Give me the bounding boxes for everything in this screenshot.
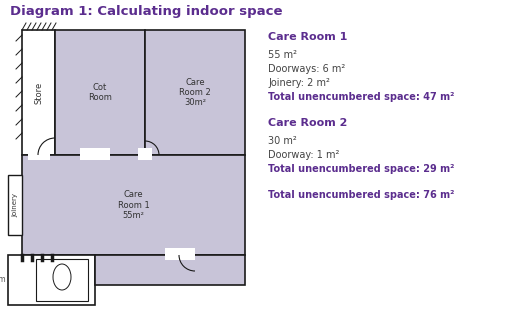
Bar [145, 30, 245, 155]
Text: Joinery: 2 m²: Joinery: 2 m² [268, 78, 330, 88]
Bar [138, 148, 152, 160]
Bar [8, 255, 95, 305]
Text: Cot
Room: Cot Room [88, 83, 112, 102]
Bar [55, 30, 145, 155]
Text: Care Room 1: Care Room 1 [268, 32, 347, 42]
Text: Total unencumbered space: 29 m²: Total unencumbered space: 29 m² [268, 164, 454, 174]
Text: Total unencumbered space: 76 m²: Total unencumbered space: 76 m² [268, 190, 454, 200]
Text: Diagram 1: Calculating indoor space: Diagram 1: Calculating indoor space [10, 5, 282, 18]
Text: Care
Room 2
30m²: Care Room 2 30m² [179, 78, 211, 107]
Bar [8, 175, 22, 235]
Ellipse shape [53, 264, 71, 290]
Text: Total unencumbered space: 47 m²: Total unencumbered space: 47 m² [268, 92, 454, 102]
Text: Joinery: Joinery [12, 193, 18, 217]
Bar [22, 30, 55, 155]
Text: Store: Store [34, 81, 43, 104]
Text: Bathroom: Bathroom [0, 275, 6, 285]
Text: Doorway: 1 m²: Doorway: 1 m² [268, 150, 339, 160]
Bar [165, 248, 195, 260]
Text: Doorways: 6 m²: Doorways: 6 m² [268, 64, 345, 74]
Bar [36, 259, 88, 301]
Text: Care
Room 1
55m²: Care Room 1 55m² [118, 190, 149, 220]
Text: 30 m²: 30 m² [268, 136, 297, 146]
Bar [22, 155, 245, 255]
Text: 55 m²: 55 m² [268, 50, 297, 60]
Bar [95, 255, 245, 285]
Bar [28, 148, 50, 160]
Text: Care Room 2: Care Room 2 [268, 118, 347, 128]
Bar [80, 148, 110, 160]
